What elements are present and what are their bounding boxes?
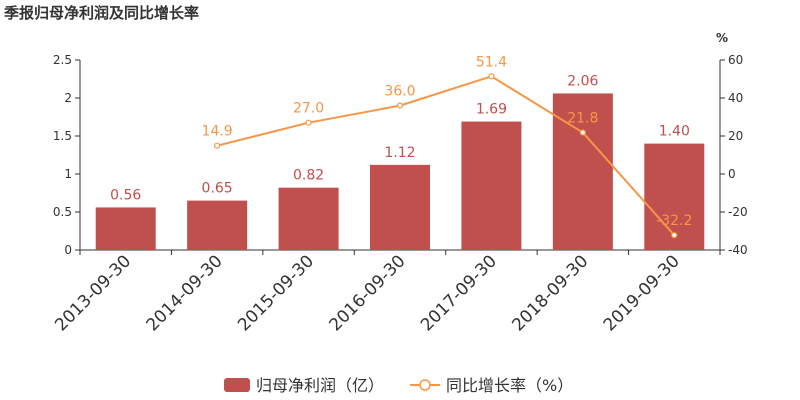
x-tick-label: 2019-09-30 <box>600 251 684 335</box>
y-right-tick-label: 20 <box>728 129 743 143</box>
y-left-tick-label: 2 <box>64 91 72 105</box>
y-right-axis-unit: % <box>716 31 728 45</box>
growth-value-label: 51.4 <box>476 54 507 70</box>
y-right-tick-label: 60 <box>728 53 743 67</box>
y-left-tick-label: 1.5 <box>53 129 72 143</box>
x-tick-label: 2017-09-30 <box>417 251 501 335</box>
y-left-tick-label: 2.5 <box>53 53 72 67</box>
legend-line-label: 同比增长率（%） <box>446 376 573 395</box>
data-labels: 0.56 0.65 0.82 1.12 1.69 2.06 1.40 14.9 27.0 36.0… <box>110 54 692 229</box>
bar-value-label: 1.12 <box>384 145 415 161</box>
growth-line-path <box>216 75 676 236</box>
legend[interactable]: 归母净利润（亿） 同比增长率（%） <box>224 376 573 395</box>
growth-point <box>671 232 678 239</box>
bar-value-label: 0.56 <box>110 187 141 203</box>
y-left-tick-label: 0 <box>64 243 72 257</box>
y-right-tick-label: -20 <box>728 205 748 219</box>
bar-value-label: 1.40 <box>659 124 690 140</box>
y-left-tick-label: 0.5 <box>53 205 72 219</box>
growth-value-label: 27.0 <box>293 101 324 117</box>
bar <box>187 200 248 250</box>
bar <box>370 164 430 250</box>
bar <box>95 207 156 250</box>
y-right-tick-label: 40 <box>728 91 743 105</box>
x-tick-label: 2016-09-30 <box>326 251 410 335</box>
bar-value-label: 2.06 <box>567 73 598 89</box>
x-tick-label: 2015-09-30 <box>234 251 318 335</box>
growth-point <box>214 142 221 149</box>
growth-value-label: -32.2 <box>656 213 692 229</box>
growth-point <box>579 129 586 136</box>
legend-line-marker <box>419 379 431 391</box>
growth-value-label: 36.0 <box>384 84 415 100</box>
growth-value-label: 14.9 <box>202 124 233 140</box>
bar-value-label: 1.69 <box>476 102 507 118</box>
bar <box>278 187 339 250</box>
growth-point <box>305 119 312 126</box>
growth-point <box>396 102 404 109</box>
x-tick-label: 2014-09-30 <box>143 251 227 335</box>
growth-line <box>214 73 678 239</box>
growth-value-label: 21.8 <box>567 111 598 127</box>
y-right-tick-label: 0 <box>728 167 736 181</box>
x-tick-label: 2018-09-30 <box>508 251 592 335</box>
y-left-tick-label: 1 <box>64 167 72 181</box>
x-tick-label: 2013-09-30 <box>51 251 135 335</box>
bars <box>95 93 705 250</box>
y-right-tick-label: -40 <box>728 243 748 257</box>
growth-point <box>488 73 495 80</box>
chart-title: 季报归母净利润及同比增长率 <box>4 4 200 22</box>
legend-bar-label: 归母净利润（亿） <box>256 376 384 395</box>
bar-value-label: 0.65 <box>202 181 233 197</box>
bar <box>461 121 522 250</box>
bar-value-label: 0.82 <box>293 168 324 184</box>
legend-bar-swatch <box>224 378 250 392</box>
